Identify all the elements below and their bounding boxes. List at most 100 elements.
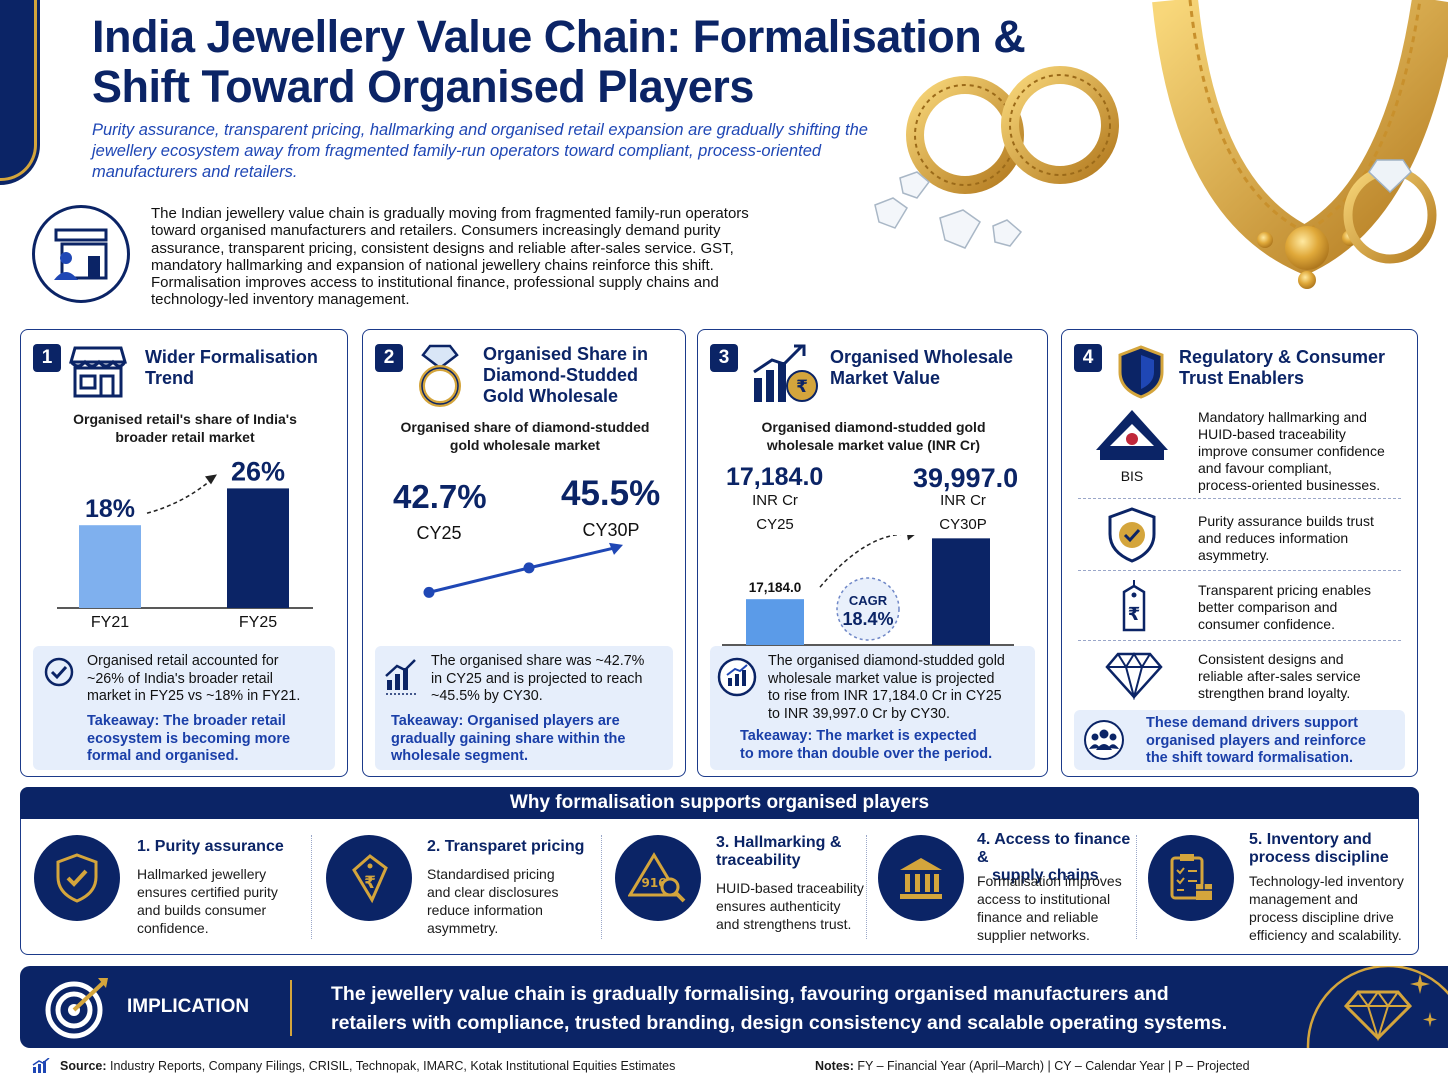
svg-text:₹: ₹ — [796, 377, 808, 397]
implication-text: The jewellery value chain is gradually f… — [331, 983, 1228, 1034]
rupee-tag-icon: ₹ — [326, 835, 412, 921]
growth-arrow — [146, 477, 214, 514]
insight-box: The organised diamond-studded gold whole… — [710, 646, 1035, 770]
card-title: Wider Formalisation Trend — [145, 347, 318, 388]
projection-arrowhead — [609, 542, 623, 555]
insight-box: Organised retail accounted for ~26% of I… — [33, 646, 335, 770]
why-item-hallmarking: 916 3. Hallmarking & traceability HUID-b… — [601, 819, 866, 955]
divider — [1078, 570, 1401, 571]
bar-cy25 — [746, 599, 804, 645]
bar-growth-rupee-icon: ₹ — [753, 344, 818, 402]
card-number-badge: 1 — [33, 344, 61, 372]
data-label-cy25: 17,184.0 — [749, 580, 802, 595]
svg-text:₹: ₹ — [1128, 604, 1141, 625]
share-trend-line — [428, 566, 530, 594]
divider — [311, 835, 312, 939]
why-item-finance: 4. Access to finance & supply chains For… — [866, 819, 1136, 955]
shop-icon — [69, 346, 127, 398]
bar-fy21 — [79, 525, 141, 608]
enabler-text-hallmarking: Mandatory hallmarking and HUID-based tra… — [1198, 409, 1385, 493]
point-cy30p — [523, 562, 535, 574]
chart-caption: Organised diamond-studded gold wholesale… — [761, 419, 986, 453]
divider — [1136, 835, 1137, 939]
card-formalisation-trend: 1 Wider Formalisation Trend Organised re… — [20, 329, 348, 777]
target-arrow-icon — [45, 978, 108, 1039]
takeaway-text: Takeaway: The market is expected to more… — [740, 728, 993, 762]
data-label-fy21: 18% — [85, 495, 135, 523]
bis-logo-icon — [1096, 410, 1168, 460]
chart-caption: Organised retail's share of India's broa… — [73, 411, 297, 445]
share-trend-line-chart — [423, 542, 623, 598]
projection-line — [528, 546, 616, 570]
implication-banner: IMPLICATION The jewellery value chain is… — [20, 966, 1448, 1048]
card-number-badge: 3 — [710, 344, 738, 372]
card-organised-share: 2 Organised Share in Diamond-Studded Gol… — [362, 329, 686, 777]
why-section-heading: Why formalisation supports organised pla… — [20, 787, 1419, 819]
check-circle-icon — [44, 657, 74, 687]
takeaway-text: Takeaway: The broader retail ecosystem i… — [87, 713, 291, 764]
cagr-label: CAGR — [849, 593, 888, 608]
why-item-inventory: 5. Inventory and process discipline Tech… — [1136, 819, 1418, 955]
category-label-cy25: CY25 — [756, 516, 794, 533]
insight-box: The organised share was ~42.7% in CY25 a… — [375, 646, 673, 770]
page-subtitle: Purity assurance, transparent pricing, h… — [92, 121, 868, 181]
unit-label-cy30p: INR Cr — [940, 492, 986, 509]
demand-drivers-box: These demand drivers support organised p… — [1074, 710, 1405, 770]
card-trust-enablers: 4 Regulatory & Consumer Trust Enablers B… — [1061, 329, 1418, 777]
category-label-cy30p: CY30P — [939, 516, 987, 533]
people-group-icon — [1084, 720, 1124, 760]
shield-icon — [1118, 345, 1164, 399]
share-value-cy25: 42.7% — [393, 478, 487, 515]
data-label-fy25: 26% — [231, 456, 285, 486]
bar-cy30p — [932, 538, 990, 645]
growth-chart-icon — [385, 659, 416, 695]
growth-arrowhead — [205, 474, 217, 485]
diamond-icon — [1306, 966, 1448, 1048]
divider — [1078, 640, 1401, 641]
jewellery-hero-illustration — [874, 0, 1448, 289]
bank-icon — [878, 835, 964, 921]
why-item-pricing: ₹ 2. Transparet pricing Standardised pri… — [311, 819, 601, 955]
share-value-cy30p: 45.5% — [561, 474, 661, 513]
retail-share-bar-chart: 18% 26% — [57, 456, 313, 609]
shield-check-icon — [1108, 507, 1156, 563]
shield-check-icon — [34, 835, 120, 921]
diamond-icon — [1105, 652, 1163, 700]
divider — [601, 835, 602, 939]
category-label-cy25: CY25 — [416, 523, 462, 543]
point-cy25 — [423, 586, 435, 598]
bis-logo-label: BIS — [1120, 468, 1144, 484]
bar-fy25 — [227, 488, 289, 608]
page-title: India Jewellery Value Chain: Formalisati… — [92, 11, 1026, 112]
why-section: 1. Purity assurance Hallmarked jewellery… — [20, 819, 1419, 955]
why-item-purity: 1. Purity assurance Hallmarked jewellery… — [21, 819, 311, 955]
card-number-badge: 2 — [375, 344, 403, 372]
svg-text:₹: ₹ — [364, 873, 376, 893]
chart-circle-icon — [717, 657, 757, 697]
value-cy25: 17,184.0 — [726, 463, 824, 491]
source-note: Source: Industry Reports, Company Filing… — [60, 1059, 676, 1073]
card-title: Organised Wholesale Market Value — [830, 347, 1014, 388]
divider — [866, 835, 867, 939]
clipboard-box-icon — [1148, 835, 1234, 921]
notes-footnote: Notes: FY – Financial Year (April–March)… — [815, 1059, 1250, 1073]
diamond-ring-icon — [419, 344, 461, 407]
unit-label-cy25: INR Cr — [752, 492, 798, 509]
cagr-value: 18.4% — [842, 609, 893, 629]
corner-decoration — [0, 0, 40, 185]
growth-arrow — [819, 535, 912, 588]
hallmark-magnifier-icon: 916 — [615, 835, 701, 921]
enabler-text-purity: Purity assurance builds trust and reduce… — [1198, 513, 1374, 563]
demand-drivers-text: These demand drivers support organised p… — [1146, 715, 1366, 766]
card-title: Regulatory & Consumer Trust Enablers — [1179, 347, 1386, 388]
svg-text:916: 916 — [641, 876, 666, 890]
card-number-badge: 4 — [1074, 344, 1102, 372]
bar-chart-icon — [32, 1058, 50, 1073]
card-wholesale-value: 3 ₹ Organised Wholesale Market Value Org… — [697, 329, 1048, 777]
intro-paragraph: The Indian jewellery value chain is grad… — [151, 205, 749, 309]
value-cy30p: 39,997.0 — [913, 463, 1019, 493]
implication-label: IMPLICATION — [127, 996, 250, 1017]
retail-store-icon — [32, 205, 130, 303]
x-tick-label-fy21: FY21 — [90, 614, 130, 631]
